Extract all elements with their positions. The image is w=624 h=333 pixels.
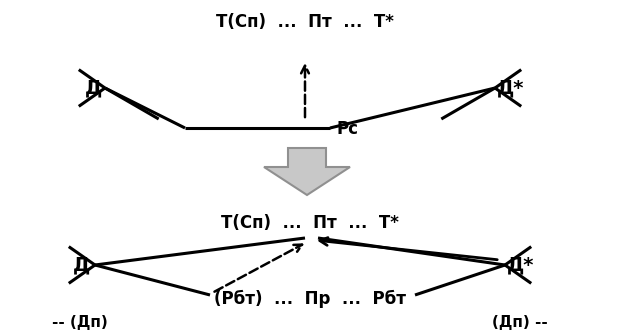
Text: Д: Д	[72, 255, 90, 274]
Text: (Рбт)  ...  Пр  ...  Рбт: (Рбт) ... Пр ... Рбт	[214, 290, 406, 308]
Text: Т(Сп)  ...  Пт  ...  Т*: Т(Сп) ... Пт ... Т*	[221, 214, 399, 232]
Text: Д*: Д*	[497, 79, 525, 98]
Text: -- (Дп): -- (Дп)	[52, 314, 108, 329]
Polygon shape	[264, 148, 350, 195]
Text: Т(Сп)  ...  Пт  ...  Т*: Т(Сп) ... Пт ... Т*	[216, 13, 394, 31]
Text: (Дп) --: (Дп) --	[492, 314, 548, 329]
Text: Д: Д	[84, 79, 102, 98]
Text: Д*: Д*	[507, 255, 535, 274]
Text: Рс: Рс	[337, 120, 359, 138]
